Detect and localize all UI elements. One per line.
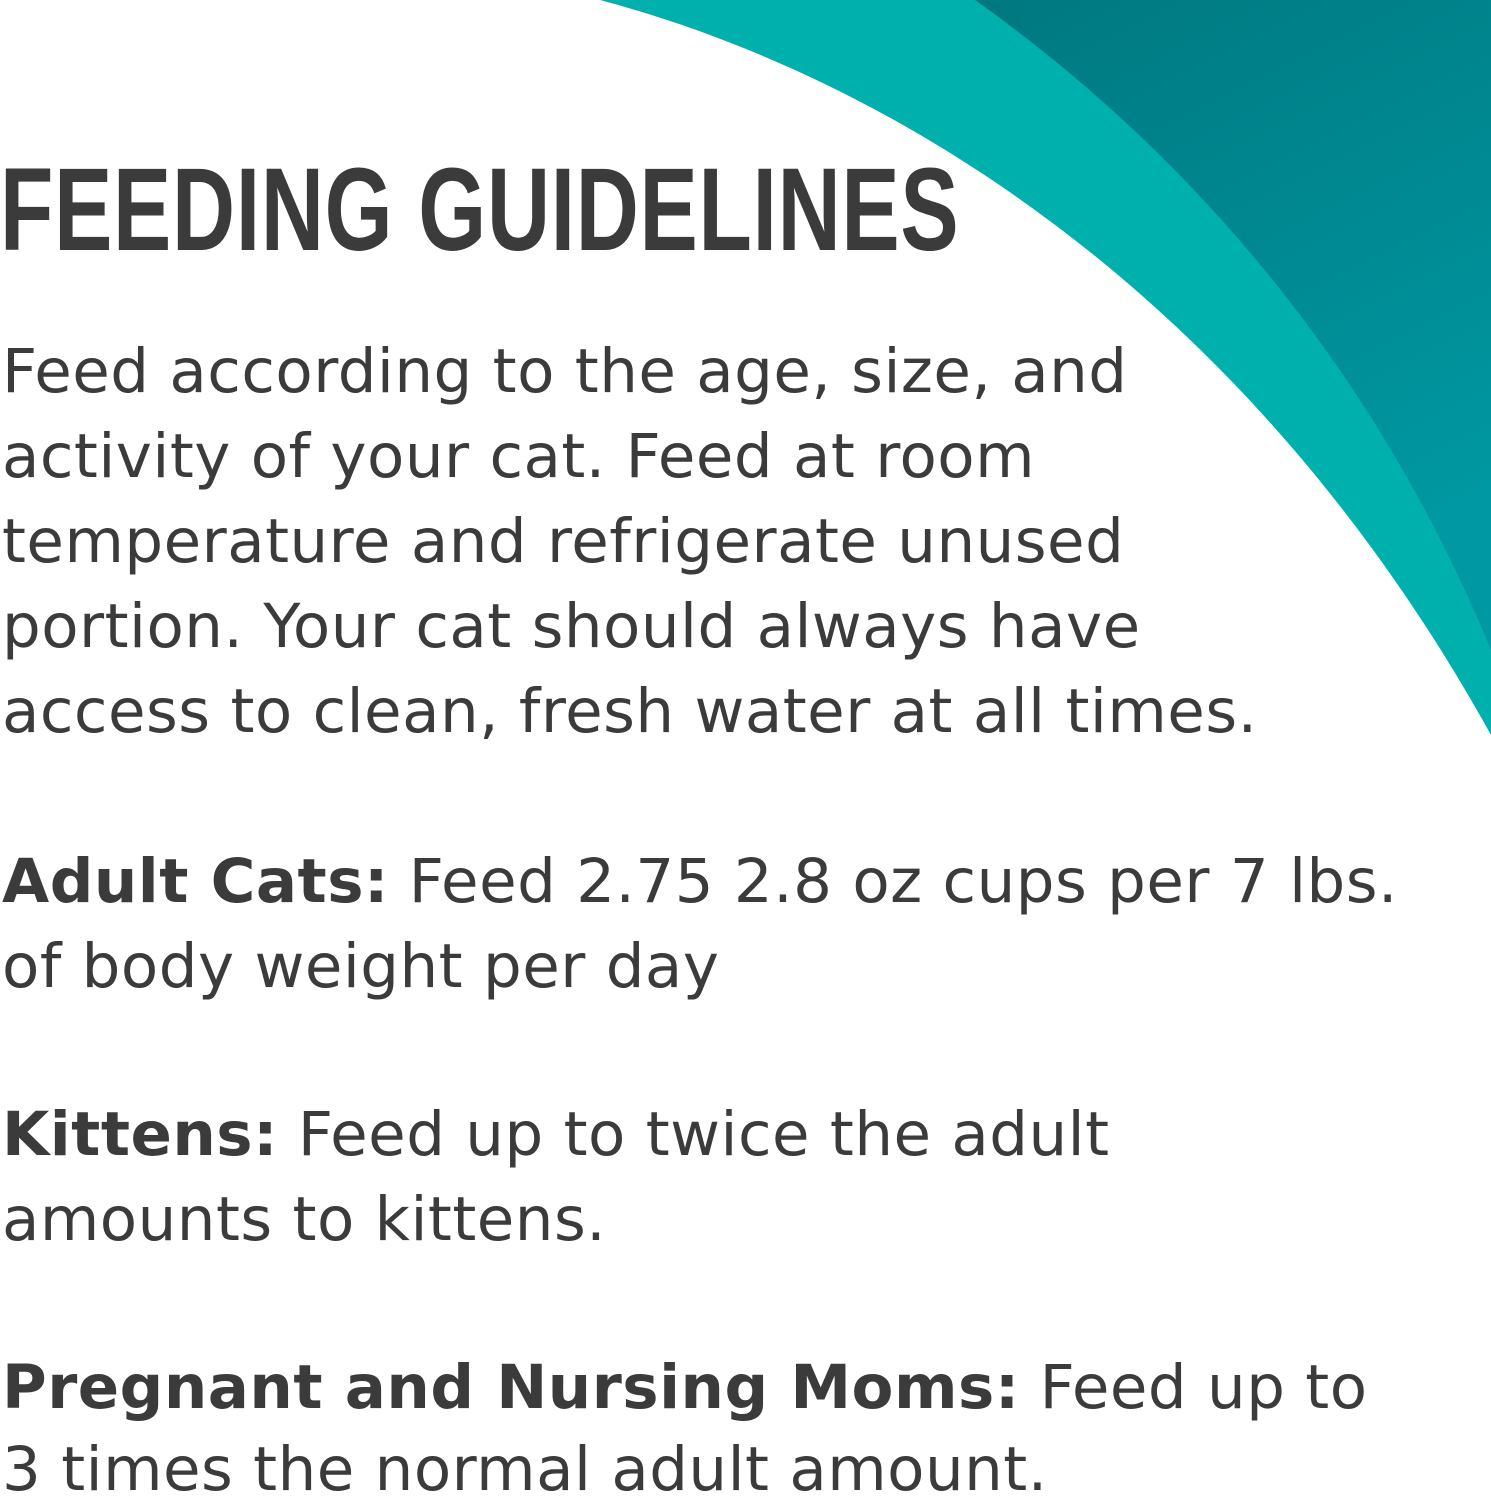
intro-line: Feed according to the age, size, and [2,336,1128,407]
pregnant-text: Feed up to [1019,1352,1368,1423]
kittens-text: Feed up to twice the adult [278,1099,1110,1170]
page-title: FEEDING GUIDELINES [0,144,960,276]
pregnant-line: Pregnant and Nursing Moms: Feed up to [2,1348,1368,1428]
kittens-label: Kittens: [2,1099,278,1170]
kittens-line: amounts to kittens. [2,1184,607,1255]
adult-cats-text: Feed 2.75 2.8 oz cups per 7 lbs. [388,846,1398,917]
adult-cats-line: Adult Cats: Feed 2.75 2.8 oz cups per 7 … [2,842,1398,922]
kittens-line: Kittens: Feed up to twice the adult [2,1095,1110,1175]
intro-line: activity of your cat. Feed at room [2,421,1036,492]
intro-line: access to clean, fresh water at all time… [2,676,1258,747]
intro-line: temperature and refrigerate unused [2,506,1125,577]
swoosh-dark-band [975,0,1491,650]
adult-cats-line: of body weight per day [2,931,720,1002]
pregnant-line: 3 times the normal adult amount. [2,1434,1048,1505]
pregnant-label: Pregnant and Nursing Moms: [2,1352,1020,1423]
intro-line: portion. Your cat should always have [2,591,1141,662]
adult-cats-label: Adult Cats: [2,846,389,917]
